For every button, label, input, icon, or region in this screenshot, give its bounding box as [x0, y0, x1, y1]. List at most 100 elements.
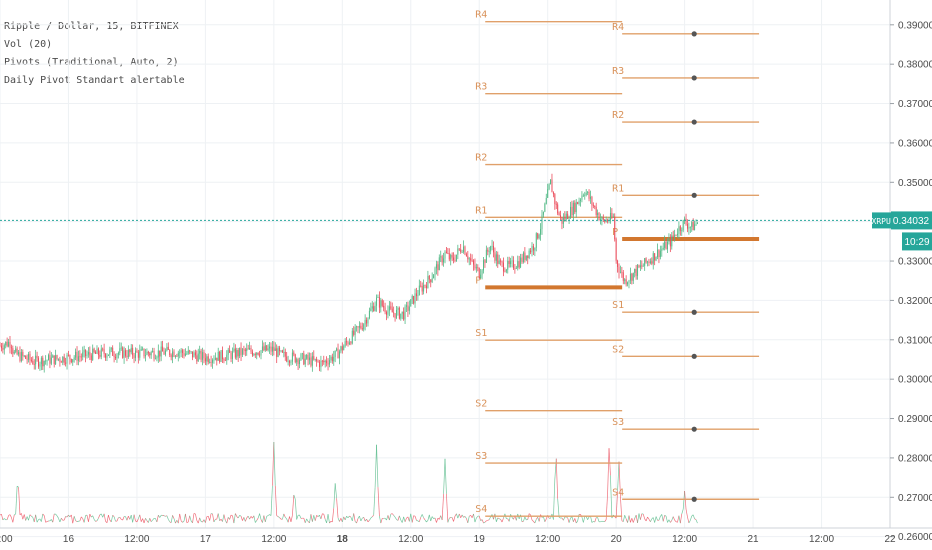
- volume-segment: [391, 513, 394, 516]
- volume-segment: [337, 517, 340, 522]
- legend-symbol[interactable]: Ripple / Dollar, 15, BITFINEX: [4, 21, 179, 32]
- volume-segment: [692, 514, 695, 519]
- volume-segment: [379, 515, 382, 524]
- volume-segment: [597, 517, 600, 522]
- candle-body: [137, 352, 139, 358]
- volume-segment: [349, 515, 352, 518]
- candle-body: [222, 350, 223, 360]
- time-axis[interactable]: 12:00 16 12:00 17 12:00 18 12:00 19 12:00 20 12:00…: [0, 527, 932, 545]
- volume-segment: [249, 516, 252, 520]
- volume-segment: [427, 514, 430, 521]
- candle-body: [29, 353, 31, 360]
- candle-body: [397, 307, 399, 310]
- volume-segment: [681, 509, 684, 515]
- candle-body: [381, 300, 383, 306]
- volume-segment: [367, 520, 370, 523]
- candle-body: [107, 354, 109, 356]
- volume-segment: [179, 513, 182, 521]
- volume-segment: [237, 515, 240, 519]
- volume-segment: [143, 518, 146, 524]
- volume-segment: [543, 516, 546, 522]
- price-tick-label: 0.36000: [898, 138, 932, 149]
- volume-segment: [166, 515, 169, 520]
- candle-body: [159, 350, 161, 357]
- volume-segment: [222, 514, 225, 522]
- candle-body: [531, 245, 533, 253]
- candle-body: [504, 271, 506, 273]
- volume-segment: [95, 520, 98, 522]
- candle-body: [582, 195, 584, 197]
- volume-segment: [394, 517, 397, 520]
- volume-segment: [478, 515, 481, 521]
- volume-segment: [587, 516, 590, 520]
- candle-body: [480, 274, 482, 278]
- candle-body: [115, 356, 117, 359]
- legend-volume[interactable]: Vol (20): [4, 39, 53, 50]
- volume-segment: [615, 490, 618, 519]
- volume-segment: [416, 520, 419, 522]
- candle-body: [236, 349, 238, 358]
- volume-segment: [585, 516, 588, 520]
- candle-body: [621, 271, 623, 273]
- price-tick-label: 0.28000: [898, 453, 932, 464]
- candle-body: [204, 358, 206, 362]
- volume-segment: [142, 518, 145, 524]
- candle-body: [445, 251, 447, 253]
- volume-segment: [139, 514, 142, 522]
- price-tick-label: 0.26000: [898, 532, 932, 543]
- candle-body: [512, 260, 514, 269]
- candle-body: [440, 256, 442, 258]
- volume-segment: [83, 515, 86, 523]
- candle-body: [511, 260, 513, 262]
- candle-body: [240, 347, 242, 355]
- candle-body: [310, 357, 312, 366]
- candle-body: [289, 361, 291, 363]
- candle-body: [676, 233, 678, 236]
- volume-segment: [42, 513, 45, 516]
- candle-body: [634, 268, 636, 273]
- candle-body: [167, 346, 169, 350]
- volume-segment: [421, 514, 424, 518]
- candle-body: [463, 246, 465, 252]
- candle-body: [514, 268, 516, 270]
- volume-segment: [36, 519, 39, 523]
- candle-body: [607, 220, 609, 222]
- legend-daily-pivot[interactable]: Daily Pivot Standart alertable: [4, 75, 185, 86]
- volume-segment: [625, 518, 628, 523]
- volume-segment: [537, 517, 540, 522]
- candle-body: [360, 325, 362, 329]
- volume-segment: [88, 514, 91, 522]
- legend-pivots[interactable]: Pivots (Traditional, Auto, 2): [4, 57, 179, 68]
- volume-segment: [496, 517, 499, 522]
- price-axis[interactable]: 0.39000 0.38000 0.37000 0.36000 0.35000 0.340…: [889, 0, 932, 543]
- candle-body: [42, 357, 44, 367]
- volume-segment: [607, 448, 610, 494]
- volume-segment: [126, 516, 129, 521]
- candle-body: [599, 219, 601, 221]
- candle-body: [428, 275, 430, 280]
- candle-body: [447, 252, 449, 254]
- pivot-label-r3: R3: [475, 82, 487, 93]
- candle-body: [567, 213, 569, 220]
- candle-body: [99, 355, 101, 357]
- volume-segment: [637, 513, 640, 524]
- candle-body: [172, 351, 174, 358]
- candle-body: [75, 351, 77, 358]
- candle-body: [348, 342, 350, 345]
- candle-body: [358, 325, 360, 328]
- candle-body: [261, 346, 263, 351]
- candle-body: [90, 355, 92, 360]
- volume-segment: [177, 513, 181, 524]
- candle-body: [309, 357, 311, 361]
- candle-body: [62, 356, 64, 363]
- candle-body: [217, 351, 219, 361]
- volume-segment: [447, 518, 450, 523]
- candle-body: [373, 306, 375, 311]
- volume-segment: [4, 518, 6, 521]
- candle-body: [290, 361, 292, 363]
- candle-body: [649, 261, 651, 263]
- candle-body: [465, 254, 467, 257]
- candle-body: [450, 254, 452, 260]
- volume-segment: [159, 515, 162, 518]
